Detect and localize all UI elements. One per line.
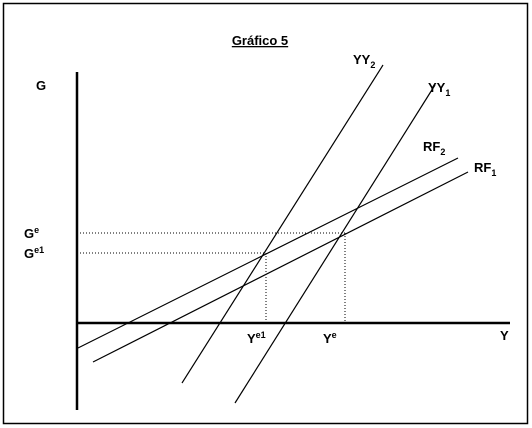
title: Gráfico 5 xyxy=(232,33,288,48)
horizontal-axis-label: Y xyxy=(500,328,509,343)
curve-label: RF2 xyxy=(423,139,445,157)
level-label: Ye xyxy=(323,330,337,346)
curve xyxy=(181,64,384,384)
curve-label: YY1 xyxy=(428,80,450,98)
curve-label: RF1 xyxy=(474,160,496,178)
curve xyxy=(77,157,459,349)
frame xyxy=(2,2,529,425)
curve-label: YY2 xyxy=(353,52,375,70)
level-label: Ge1 xyxy=(24,245,44,261)
curve xyxy=(234,84,436,404)
level-label: Ge xyxy=(24,225,39,241)
vertical-axis-label: G xyxy=(36,78,46,93)
level-label: Ye1 xyxy=(247,330,266,346)
curve xyxy=(92,171,469,363)
